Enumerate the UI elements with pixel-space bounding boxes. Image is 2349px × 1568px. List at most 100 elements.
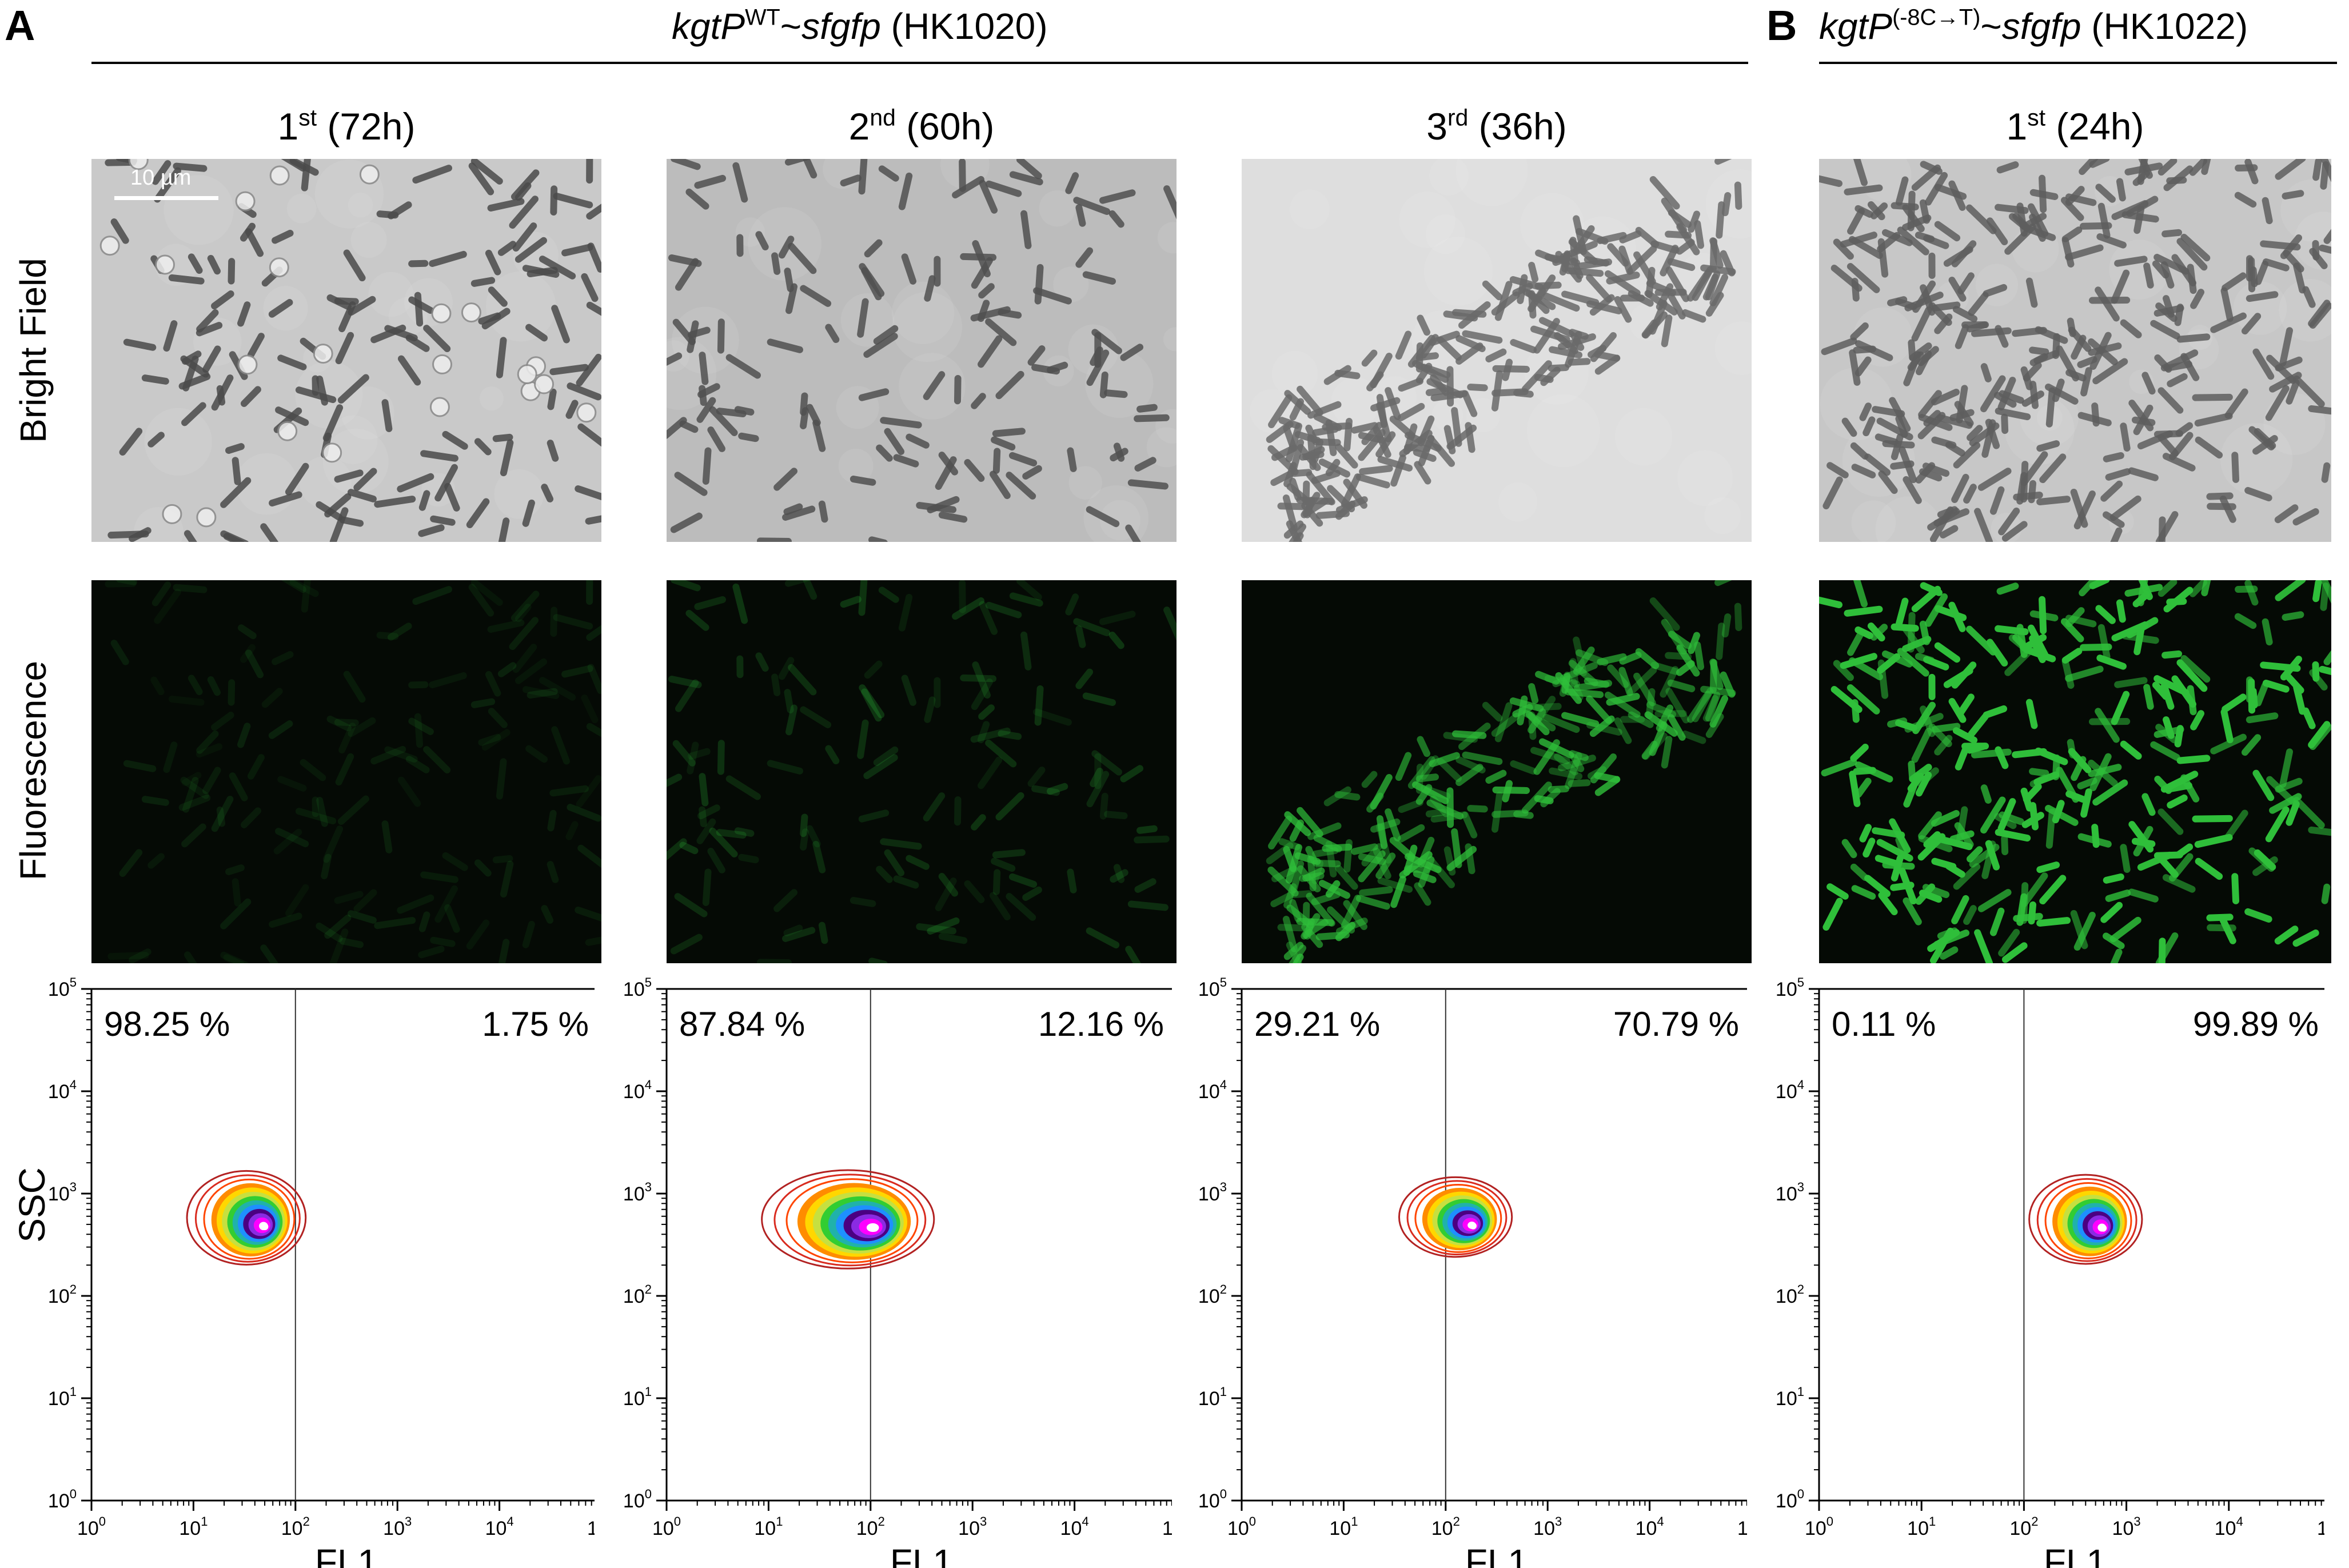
- x-tick-label: 103: [1533, 1514, 1562, 1539]
- y-tick-label: 104: [623, 1078, 652, 1103]
- header-rule-a: [91, 62, 1748, 64]
- strain-id: (HK1020): [880, 6, 1048, 47]
- contour-level: [761, 1169, 935, 1270]
- contour-level: [2036, 1178, 2137, 1262]
- bright-field-image-4: [1819, 159, 2331, 542]
- flow-plot-2: 100 101 102 103 104 105 100 101 102 103 104 105 FL1 8…: [623, 975, 1172, 1568]
- fluorescence-image-4: [1819, 580, 2331, 963]
- scale-bar: [114, 196, 218, 200]
- x-tick-label: 103: [958, 1514, 987, 1539]
- x-tick-label: 100: [1805, 1514, 1833, 1539]
- x-tick-label: 102: [2009, 1514, 2038, 1539]
- bright-field-image-1: [91, 159, 601, 542]
- plot-frame: [1241, 988, 1747, 1502]
- gene-name: kgtP: [672, 6, 745, 47]
- y-tick-label: 102: [1198, 1282, 1227, 1307]
- x-tick-label: 100: [1227, 1514, 1256, 1539]
- x-tick-label: 100: [652, 1514, 681, 1539]
- y-tick-label: 101: [623, 1385, 652, 1410]
- left-gate-percent: 98.25 %: [104, 1005, 230, 1043]
- y-tick-label: 100: [623, 1487, 652, 1512]
- strain-label-b: kgtP(-8C→T)~sfgfp (HK1022): [1819, 5, 2248, 47]
- contour-level: [2028, 1174, 2143, 1265]
- fluorescence-image-2: [667, 580, 1177, 963]
- y-tick-label: 105: [48, 975, 77, 1000]
- x-tick-label: 101: [1907, 1514, 1936, 1539]
- y-tick-label: 104: [48, 1078, 77, 1103]
- x-tick-label: 104: [485, 1514, 514, 1539]
- plot-frame: [90, 988, 595, 1502]
- bright-field-image-3: [1242, 159, 1752, 542]
- allele: (-8C→T): [1892, 5, 1981, 30]
- x-tick-label: 103: [383, 1514, 412, 1539]
- y-tick-label: 102: [1776, 1282, 1804, 1307]
- gene-name: kgtP: [1819, 6, 1893, 47]
- y-tick-label: 105: [623, 975, 652, 1000]
- right-gate-percent: 12.16 %: [1038, 1005, 1164, 1043]
- fusion-tilde: ~: [780, 6, 802, 47]
- y-tick-label: 105: [1776, 975, 1804, 1000]
- fluorescence-image-1: [91, 580, 601, 963]
- x-tick-label: 101: [1329, 1514, 1358, 1539]
- x-axis-label: FL1: [315, 1542, 378, 1568]
- y-tick-label: 104: [1198, 1078, 1227, 1103]
- x-tick-label: 104: [2215, 1514, 2243, 1539]
- x-tick-label: 105: [587, 1514, 595, 1539]
- flow-plot-3: 100 101 102 103 104 105 100 101 102 103 104 105 FL1 2…: [1198, 975, 1747, 1568]
- contour-level: [2044, 1182, 2132, 1259]
- x-tick-label: 103: [2112, 1514, 2141, 1539]
- right-gate-percent: 1.75 %: [482, 1005, 589, 1043]
- y-tick-label: 103: [623, 1180, 652, 1205]
- fluorescence-image-3: [1242, 580, 1752, 963]
- contour-peak: [871, 1224, 879, 1232]
- bright-field-image-2: [667, 159, 1177, 542]
- reporter-name: sfgfp: [2001, 6, 2081, 47]
- x-axis-label: FL1: [890, 1542, 953, 1568]
- left-gate-percent: 87.84 %: [679, 1005, 805, 1043]
- y-tick-label: 102: [48, 1282, 77, 1307]
- panel-letter-b: B: [1766, 2, 1797, 49]
- plot-frame: [665, 988, 1172, 1502]
- contour-peak: [261, 1223, 269, 1230]
- fusion-tilde: ~: [1980, 6, 2002, 47]
- header-rule-b: [1819, 62, 2337, 64]
- x-tick-label: 105: [1162, 1514, 1172, 1539]
- y-tick-label: 103: [1776, 1180, 1804, 1205]
- contour-level: [785, 1178, 919, 1263]
- x-tick-label: 100: [77, 1514, 106, 1539]
- contour-level: [1398, 1176, 1513, 1258]
- right-gate-percent: 99.89 %: [2193, 1005, 2319, 1043]
- y-axis-label: SSC: [11, 1167, 53, 1243]
- y-tick-label: 103: [1198, 1180, 1227, 1205]
- x-tick-label: 101: [754, 1514, 783, 1539]
- y-tick-label: 104: [1776, 1078, 1804, 1103]
- row-label-fluorescence: Fluorescence: [13, 660, 54, 881]
- right-gate-percent: 70.79 %: [1613, 1005, 1739, 1043]
- contour-level: [1414, 1183, 1502, 1253]
- y-tick-label: 103: [48, 1180, 77, 1205]
- x-axis-label: FL1: [1465, 1542, 1528, 1568]
- strain-label-a: kgtPWT~sfgfp (HK1020): [672, 5, 1048, 47]
- column-header-4: 1st (24h): [2006, 104, 2144, 147]
- contour-peak: [2100, 1224, 2107, 1232]
- y-tick-label: 100: [1198, 1487, 1227, 1512]
- scale-bar-label: 10 µm: [130, 166, 192, 190]
- contour-level: [1406, 1180, 1507, 1256]
- column-header-1: 1st (72h): [277, 104, 416, 147]
- y-tick-label: 105: [1198, 975, 1227, 1000]
- x-tick-label: 102: [856, 1514, 885, 1539]
- flow-plot-1: 100 101 102 103 104 105 100 101 102 103 104 105 FL1 S…: [11, 975, 595, 1568]
- strain-id: (HK1022): [2081, 6, 2248, 47]
- contour-peak: [1469, 1222, 1477, 1230]
- y-tick-label: 100: [1776, 1487, 1804, 1512]
- left-gate-percent: 0.11 %: [1832, 1005, 1936, 1043]
- y-tick-label: 101: [1776, 1385, 1804, 1410]
- reporter-name: sfgfp: [801, 6, 881, 47]
- contour-level: [203, 1178, 296, 1260]
- row-label-bright-field: Bright Field: [13, 258, 54, 443]
- left-gate-percent: 29.21 %: [1254, 1005, 1380, 1043]
- x-tick-label: 104: [1060, 1514, 1089, 1539]
- y-tick-label: 101: [1198, 1385, 1227, 1410]
- allele: WT: [745, 5, 780, 30]
- column-header-2: 2nd (60h): [848, 104, 995, 147]
